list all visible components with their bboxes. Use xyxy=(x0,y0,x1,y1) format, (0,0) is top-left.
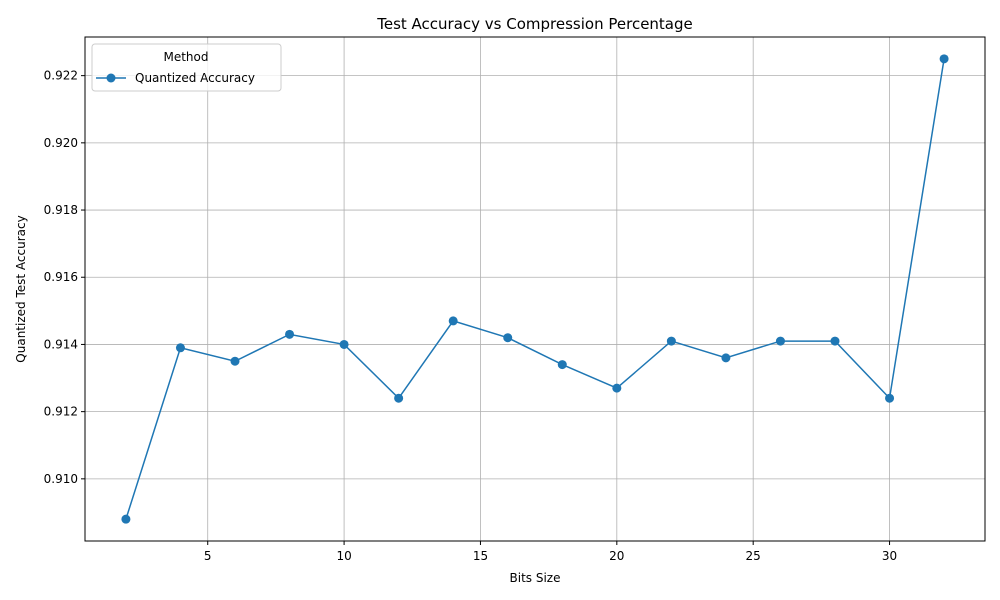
x-tick-label: 25 xyxy=(746,549,761,563)
legend-title: Method xyxy=(163,50,208,64)
chart-title: Test Accuracy vs Compression Percentage xyxy=(376,15,693,33)
y-tick-label: 0.916 xyxy=(44,270,78,284)
x-tick-label: 5 xyxy=(204,549,212,563)
data-point xyxy=(285,329,295,339)
y-tick-label: 0.912 xyxy=(44,405,78,419)
series-layer xyxy=(121,54,949,524)
y-tick-label: 0.910 xyxy=(44,472,78,486)
data-point xyxy=(448,316,458,326)
data-point xyxy=(121,514,131,524)
grid xyxy=(85,37,985,541)
data-point xyxy=(830,336,840,346)
data-point xyxy=(339,339,349,349)
data-point xyxy=(394,393,404,403)
y-tick-label: 0.918 xyxy=(44,203,78,217)
data-point xyxy=(721,353,731,363)
data-point xyxy=(230,356,240,366)
data-point xyxy=(775,336,785,346)
legend-series-label: Quantized Accuracy xyxy=(135,71,255,85)
legend-box xyxy=(91,43,282,92)
y-axis-ticks: 0.910 0.912 0.914 0.916 0.918 0.920 0.922 xyxy=(44,69,85,486)
legend-marker-swatch xyxy=(106,73,116,83)
data-point xyxy=(503,333,513,343)
x-axis-ticks: 5 10 15 20 25 30 xyxy=(204,541,897,563)
data-point xyxy=(612,383,622,393)
plot-frame xyxy=(84,36,986,542)
x-tick-label: 10 xyxy=(336,549,351,563)
y-tick-label: 0.920 xyxy=(44,136,78,150)
y-axis-label: Quantized Test Accuracy xyxy=(14,215,28,362)
x-tick-label: 15 xyxy=(473,549,488,563)
data-point xyxy=(939,54,949,64)
series-line xyxy=(125,58,945,520)
x-axis-label: Bits Size xyxy=(510,571,561,585)
y-tick-label: 0.914 xyxy=(44,337,78,351)
x-tick-label: 30 xyxy=(882,549,897,563)
data-point xyxy=(175,343,185,353)
legend: Method Quantized Accuracy xyxy=(91,43,282,92)
x-tick-label: 20 xyxy=(609,549,624,563)
y-tick-label: 0.922 xyxy=(44,69,78,83)
data-point xyxy=(557,360,567,370)
data-point xyxy=(666,336,676,346)
data-point xyxy=(885,393,895,403)
